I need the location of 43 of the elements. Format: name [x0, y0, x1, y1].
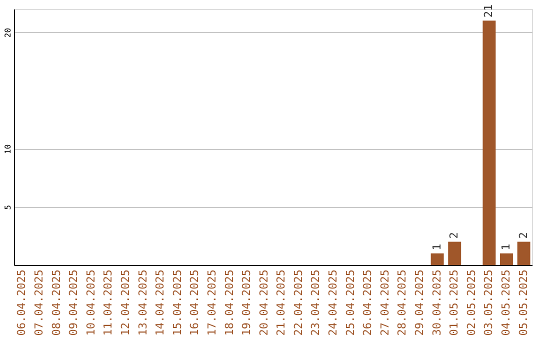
x-tick-label: 17.04.2025	[205, 270, 218, 336]
x-tick-label: 08.04.2025	[50, 270, 63, 336]
bar	[482, 20, 496, 265]
x-tick-label: 27.04.2025	[378, 270, 392, 336]
x-tick-label: 22.04.2025	[292, 270, 305, 336]
x-tick-label: 09.04.2025	[67, 270, 80, 336]
data-label: 1	[430, 244, 444, 250]
x-tick-label: 25.04.2025	[344, 270, 357, 336]
x-tick-label: 15.04.2025	[170, 270, 184, 336]
y-tick-label: 20	[4, 28, 12, 38]
data-label: 2	[516, 232, 530, 239]
x-tick-label: 13.04.2025	[136, 270, 150, 336]
x-tick-label: 20.04.2025	[257, 270, 270, 336]
bar	[517, 242, 530, 265]
x-tick-label: 14.04.2025	[154, 270, 167, 336]
x-tick-label: 28.04.2025	[396, 270, 409, 336]
x-tick-label: 24.04.2025	[326, 270, 340, 336]
bar	[448, 242, 462, 265]
x-tick-label: 11.04.2025	[102, 270, 115, 336]
x-tick-label: 06.04.2025	[15, 270, 28, 336]
x-tick-label: 30.04.2025	[430, 270, 444, 336]
data-label: 21	[482, 4, 496, 18]
y-tick-label: 10	[4, 144, 12, 154]
x-tick-label: 18.04.2025	[222, 270, 236, 336]
x-tick-label: 26.04.2025	[361, 270, 374, 336]
x-tick-label: 04.05.2025	[499, 270, 512, 336]
x-tick-label: 01.05.2025	[448, 270, 461, 336]
x-tick-label: 12.04.2025	[118, 270, 132, 336]
data-label: 1	[499, 244, 512, 250]
x-tick-label: 05.05.2025	[516, 270, 530, 336]
x-tick-label: 23.04.2025	[309, 270, 322, 336]
x-tick-label: 19.04.2025	[240, 270, 254, 336]
x-tick-label: 10.04.2025	[84, 270, 98, 336]
bar	[430, 253, 444, 265]
x-tick-label: 02.05.2025	[464, 270, 478, 336]
y-tick-label: 5	[4, 204, 12, 210]
data-label: 2	[448, 232, 461, 239]
bar	[500, 253, 513, 265]
x-tick-label: 16.04.2025	[188, 270, 202, 336]
x-tick-label: 03.05.2025	[482, 270, 496, 336]
x-tick-label: 21.04.2025	[274, 270, 288, 336]
x-tick-label: 07.04.2025	[32, 270, 46, 336]
x-tick-label: 29.04.2025	[413, 270, 426, 336]
